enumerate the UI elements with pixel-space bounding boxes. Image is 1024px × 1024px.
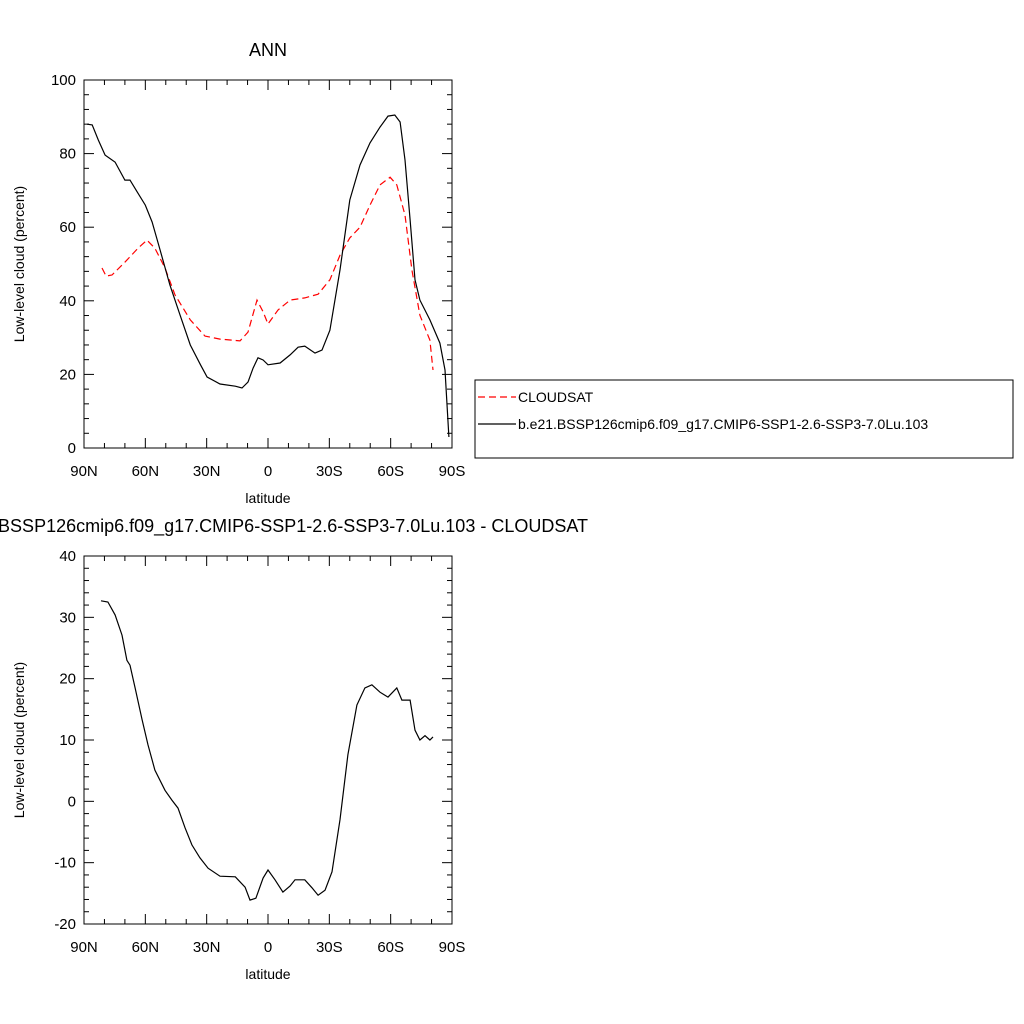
x-tick-label: 60N	[132, 463, 160, 480]
plot-frame	[83, 79, 453, 449]
y-tick-label: 40	[59, 293, 76, 310]
plot-frame	[83, 555, 453, 925]
y-tick-label: 60	[59, 219, 76, 236]
x-tick-label: 60S	[377, 463, 404, 480]
x-tick-label: 90S	[439, 463, 466, 480]
legend-box	[474, 379, 1014, 459]
y-tick-label: 10	[59, 732, 76, 749]
y-tick-label: -20	[54, 916, 76, 933]
x-tick-label: 60S	[377, 939, 404, 956]
y-tick-label: 40	[59, 548, 76, 565]
legend-label: b.e21.BSSP126cmip6.f09_g17.CMIP6-SSP1-2.…	[518, 416, 928, 432]
y-axis-label: Low-level cloud (percent)	[11, 662, 27, 818]
x-axis-label: latitude	[245, 966, 290, 982]
x-tick-label: 30S	[316, 463, 343, 480]
legend-label: CLOUDSAT	[518, 389, 594, 405]
y-tick-label: -10	[54, 855, 76, 872]
data-line	[100, 600, 434, 901]
x-tick-label: 90N	[70, 463, 98, 480]
data-line	[101, 176, 434, 371]
y-tick-label: 30	[59, 609, 76, 626]
x-tick-label: 0	[264, 463, 272, 480]
x-tick-label: 60N	[132, 939, 160, 956]
y-tick-label: 20	[59, 671, 76, 688]
x-tick-label: 30N	[193, 939, 221, 956]
x-tick-label: 90S	[439, 939, 466, 956]
chart-title: ANN	[249, 40, 287, 60]
x-tick-label: 30S	[316, 939, 343, 956]
y-axis-label: Low-level cloud (percent)	[11, 186, 27, 342]
y-tick-label: 20	[59, 366, 76, 383]
data-line	[87, 114, 450, 438]
chart-title: b.e21.BSSP126cmip6.f09_g17.CMIP6-SSP1-2.…	[0, 516, 588, 537]
x-tick-label: 0	[264, 939, 272, 956]
x-tick-label: 90N	[70, 939, 98, 956]
x-axis-label: latitude	[245, 490, 290, 506]
x-tick-label: 30N	[193, 463, 221, 480]
y-tick-label: 0	[68, 793, 76, 810]
y-tick-label: 80	[59, 146, 76, 163]
y-tick-label: 0	[68, 440, 76, 457]
y-tick-label: 100	[51, 72, 76, 89]
